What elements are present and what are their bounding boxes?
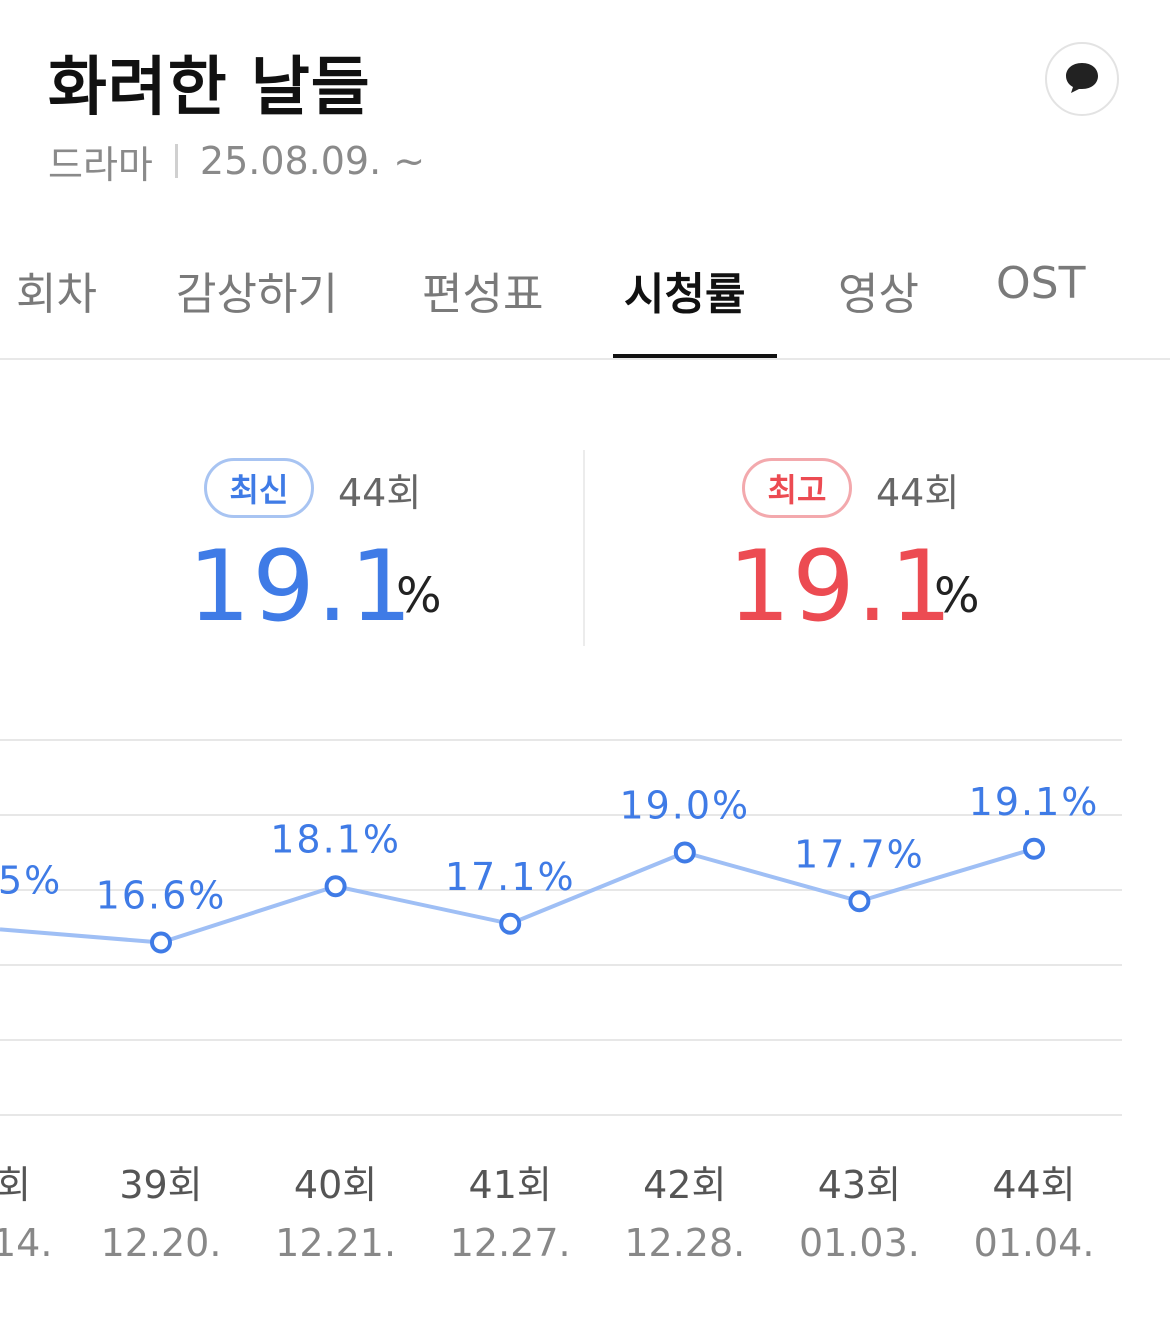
latest-rating-unit: % — [396, 568, 442, 624]
chart-x-tick-episode: 40회 — [294, 1163, 377, 1207]
best-episode: 44회 — [876, 471, 960, 515]
chart-x-tick-date: 12.20. — [101, 1221, 222, 1265]
chart-x-tick-date: 14. — [0, 1221, 52, 1265]
tab-schedule[interactable]: 편성표 — [422, 269, 544, 320]
chart-x-tick-episode: 회 — [0, 1163, 31, 1207]
latest-rating-value: 19.1 — [188, 530, 415, 644]
chart-data-point — [499, 912, 522, 935]
genre-label: 드라마 — [48, 142, 153, 187]
chart-x-tick-episode: 39회 — [119, 1163, 202, 1207]
chart-x-tick-episode: 44회 — [992, 1163, 1075, 1207]
chart-series-segment — [0, 927, 162, 945]
chat-button[interactable] — [1045, 42, 1119, 116]
chart-data-label: 17.7% — [794, 832, 925, 876]
chart-data-point — [324, 875, 347, 898]
chart-x-tick-date: 12.28. — [624, 1221, 745, 1265]
chart-data-point — [150, 931, 172, 954]
program-meta: 드라마 25.08.09. ~ — [48, 136, 426, 187]
chat-bubble-icon — [1063, 58, 1101, 101]
stats-divider — [583, 450, 585, 646]
page-title: 화려한 날들 — [48, 51, 371, 125]
tab-episodes[interactable]: 회차 — [16, 269, 97, 320]
chart-x-tick-episode: 42회 — [643, 1163, 726, 1207]
chart-x-tick-date: 12.27. — [450, 1221, 571, 1265]
active-tab-indicator — [613, 354, 777, 358]
tab-ost[interactable]: OST — [996, 258, 1086, 309]
ratings-line-chart: 5% 회 14. 16.6% 39회 12.20. 18.1% 40회 12.21. 17.1% 4… — [0, 739, 1122, 1265]
chart-x-tick-episode: 43회 — [818, 1163, 901, 1207]
chart-series-line — [160, 846, 1035, 945]
tab-ratings[interactable]: 시청률 — [624, 269, 746, 320]
latest-badge: 최신 — [204, 458, 314, 518]
air-date: 25.08.09. ~ — [199, 139, 426, 183]
best-badge: 최고 — [742, 458, 852, 518]
tab-video[interactable]: 영상 — [838, 269, 919, 320]
chart-data-point — [1023, 837, 1045, 860]
chart-data-label: 19.0% — [619, 784, 750, 828]
chart-x-tick-date: 01.04. — [974, 1221, 1095, 1265]
chart-data-label: 16.6% — [96, 874, 227, 918]
best-rating-unit: % — [934, 568, 980, 624]
chart-data-point — [673, 841, 696, 864]
chart-x-tick-date: 01.03. — [799, 1221, 920, 1265]
chart-data-label: 18.1% — [270, 817, 401, 861]
best-rating-value: 19.1 — [728, 530, 955, 644]
chart-x-tick-date: 12.21. — [275, 1221, 396, 1265]
latest-episode: 44회 — [338, 471, 422, 515]
chart-data-point — [848, 890, 871, 913]
chart-x-tick-episode: 41회 — [469, 1163, 552, 1207]
chart-data-label: 5% — [0, 858, 62, 902]
chart-data-label: 17.1% — [445, 855, 576, 899]
chart-data-label: 19.1% — [969, 780, 1100, 824]
tab-watch[interactable]: 감상하기 — [176, 269, 338, 320]
tab-bar: 회차 감상하기 편성표 시청률 영상 OST — [0, 236, 1170, 360]
meta-divider — [174, 144, 178, 178]
